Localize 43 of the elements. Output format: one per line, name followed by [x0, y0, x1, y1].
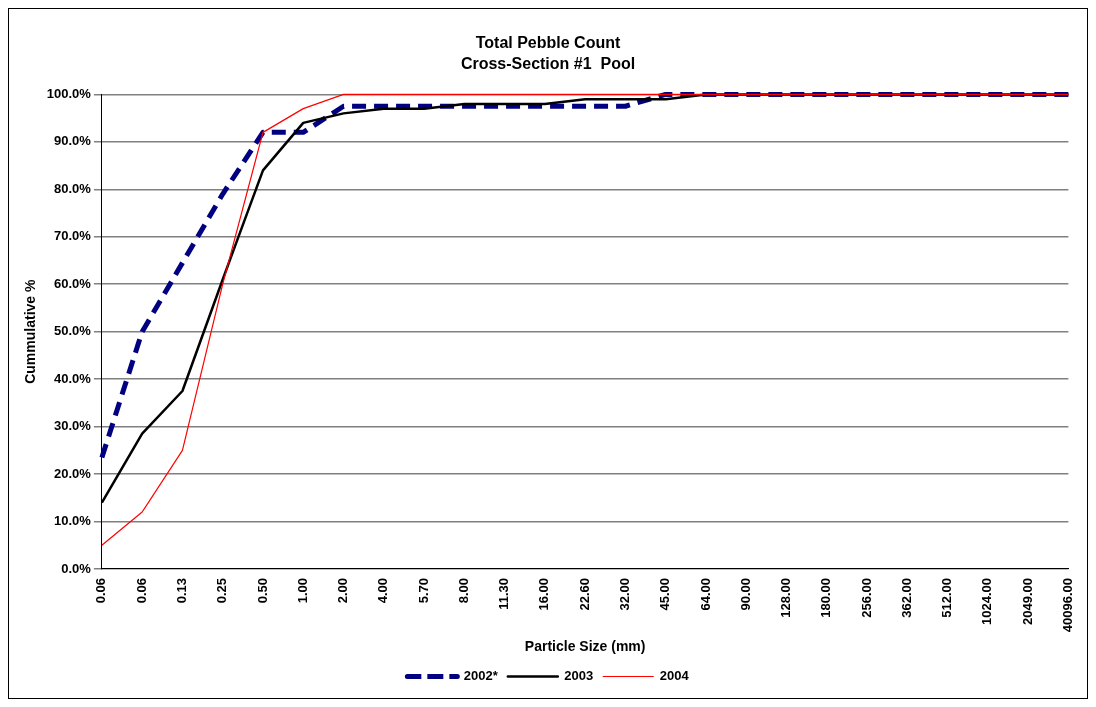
x-tick-label: 2.00	[335, 577, 351, 604]
x-tick-label: 1.00	[294, 577, 310, 604]
chart-subtitle: Cross-Section #1 Pool	[460, 55, 636, 73]
y-tick-label: 30.0%	[54, 418, 92, 434]
y-tick-label: 50.0%	[54, 323, 92, 339]
y-tick-label: 80.0%	[54, 180, 92, 196]
x-tick-label: 0.50	[254, 577, 270, 604]
x-tick-label: 40096.00	[1059, 577, 1075, 633]
x-tick-label: 32.00	[616, 577, 632, 611]
y-tick-label: 60.0%	[54, 275, 92, 291]
y-tick-label: 0.0%	[61, 560, 92, 576]
x-tick-label: 45.00	[657, 577, 673, 611]
legend-label: 2004	[659, 668, 690, 684]
x-tick-label: 11.30	[496, 577, 512, 610]
x-tick-label: 64.00	[697, 577, 713, 611]
x-tick-label: 180.00	[818, 577, 834, 618]
x-tick-label: 0.13	[174, 577, 190, 604]
x-tick-label: 128.00	[778, 577, 794, 618]
x-tick-label: 4.00	[375, 577, 391, 604]
x-tick-label: 0.06	[93, 577, 109, 604]
x-tick-label: 0.25	[214, 577, 230, 604]
x-tick-label: 1024.00	[979, 577, 995, 625]
x-tick-label: 512.00	[939, 577, 955, 618]
x-tick-label: 8.00	[455, 577, 471, 604]
x-tick-label: 90.00	[737, 577, 753, 611]
x-tick-label: 2049.00	[1019, 577, 1035, 625]
x-axis-title: Particle Size (mm)	[524, 638, 646, 655]
chart-title: Total Pebble Count	[475, 34, 621, 52]
y-tick-label: 90.0%	[54, 133, 92, 149]
x-tick-label: 22.60	[576, 577, 592, 611]
y-tick-label: 70.0%	[54, 228, 92, 244]
x-tick-label: 362.00	[898, 577, 914, 618]
legend-label: 2002*	[463, 668, 499, 684]
x-tick-label: 0.06	[133, 577, 149, 604]
x-tick-label: 16.00	[536, 577, 552, 611]
x-tick-label: 256.00	[858, 577, 874, 618]
x-tick-label: 5.70	[415, 577, 431, 604]
y-tick-label: 20.0%	[54, 465, 92, 481]
y-tick-label: 10.0%	[54, 513, 92, 529]
y-tick-label: 40.0%	[54, 370, 92, 386]
legend-label: 2003	[564, 668, 594, 684]
y-tick-label: 100.0%	[46, 85, 92, 101]
y-axis-title: Cummulative %	[22, 279, 39, 384]
